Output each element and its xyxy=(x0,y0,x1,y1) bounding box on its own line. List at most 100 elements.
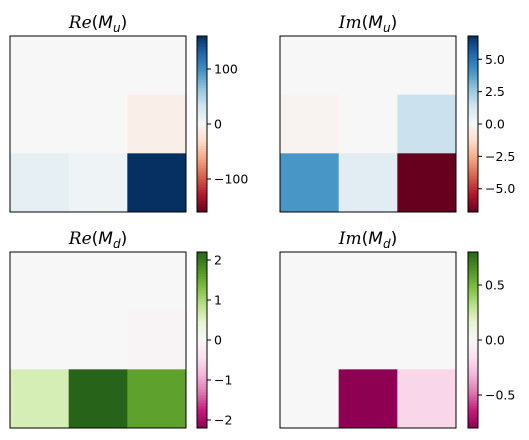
re-md-title-sub: d xyxy=(113,237,121,251)
re-mu-colorbar-segment xyxy=(197,102,207,106)
re-mu-colorbar-segment xyxy=(197,71,207,75)
im-md-colorbar-segment xyxy=(468,422,478,426)
im-mu-cell-r0-c1 xyxy=(338,36,398,96)
re-mu-colorbar-segment xyxy=(197,36,207,40)
re-md-colorbar-segment xyxy=(197,348,207,352)
im-mu-colorbar-segment xyxy=(468,55,478,59)
re-mu-colorbar-segment xyxy=(197,47,207,51)
im-mu-colorbar-segment xyxy=(468,198,478,202)
im-md-colorbar-segment xyxy=(468,417,478,421)
im-md-colorbar-segment xyxy=(468,345,478,349)
im-mu-colorbar-tick-label: 2.5 xyxy=(485,84,505,99)
im-mu-colorbar-segment xyxy=(468,148,478,152)
re-mu-colorbar-segment xyxy=(197,176,207,180)
im-md-cell-r2-c2 xyxy=(397,369,457,429)
im-md-colorbar-segment xyxy=(468,257,478,261)
im-md-cell-r1-c0 xyxy=(280,310,340,370)
re-md-colorbar-segment xyxy=(197,397,207,401)
re-md-colorbar-segment xyxy=(197,257,207,261)
im-mu-colorbar-segment xyxy=(468,179,478,183)
im-md-colorbar-segment xyxy=(468,362,478,366)
im-mu-colorbar-segment xyxy=(468,162,478,166)
re-mu-colorbar-segment xyxy=(197,121,207,125)
re-mu-colorbar-tick-label: 0 xyxy=(214,117,222,132)
im-mu-colorbar-tick-label: 0.0 xyxy=(485,117,505,132)
re-md-colorbar-segment xyxy=(197,384,207,388)
im-mu-colorbar-segment xyxy=(468,104,478,108)
re-md-colorbar-segment xyxy=(197,406,207,410)
im-md-cell-r1-c1 xyxy=(338,310,398,370)
re-md-colorbar-tick-label: −1 xyxy=(214,373,232,388)
im-mu-colorbar-segment xyxy=(468,93,478,97)
re-mu-colorbar-segment xyxy=(197,143,207,147)
re-mu-colorbar-tick-label: −100 xyxy=(214,172,248,187)
re-md-colorbar-segment xyxy=(197,271,207,275)
re-mu-cell-r0-c2 xyxy=(127,36,187,96)
re-mu-colorbar-segment xyxy=(197,179,207,183)
im-md-title: Im(Md) xyxy=(338,229,397,251)
re-md-colorbar-segment xyxy=(197,362,207,366)
re-mu-colorbar-segment xyxy=(197,60,207,64)
im-md-colorbar-segment xyxy=(468,331,478,335)
im-md-colorbar-segment xyxy=(468,386,478,390)
im-mu-colorbar-segment xyxy=(468,85,478,89)
im-md-cell-r0-c0 xyxy=(280,252,340,312)
im-mu-colorbar-segment xyxy=(468,132,478,136)
re-mu-colorbar-segment xyxy=(197,187,207,191)
im-md-colorbar-segment xyxy=(468,340,478,344)
im-md-colorbar-segment xyxy=(468,274,478,278)
re-mu-colorbar-segment xyxy=(197,80,207,84)
im-mu-colorbar-segment xyxy=(468,118,478,122)
im-mu-colorbar-segment xyxy=(468,168,478,172)
im-md-colorbar-tick-label: 0.5 xyxy=(485,278,505,293)
im-mu-colorbar-segment xyxy=(468,143,478,147)
im-mu-colorbar-tick-label: −2.5 xyxy=(485,149,515,164)
im-mu-colorbar-segment xyxy=(468,41,478,45)
im-mu-colorbar-segment xyxy=(468,66,478,70)
re-md-cell-r1-c2 xyxy=(127,310,187,370)
re-md-colorbar-segment xyxy=(197,290,207,294)
re-mu-colorbar-segment xyxy=(197,44,207,48)
im-md-colorbar-segment xyxy=(468,381,478,385)
re-mu-colorbar-segment xyxy=(197,184,207,188)
im-mu-colorbar-segment xyxy=(468,126,478,130)
re-mu-colorbar-segment xyxy=(197,192,207,196)
re-mu-panel: Re(Mu) 100 0 −100 xyxy=(9,13,248,213)
im-md-colorbar-segment xyxy=(468,260,478,264)
im-md-colorbar-segment xyxy=(468,309,478,313)
im-md-colorbar-segment xyxy=(468,392,478,396)
im-md-colorbar-segment xyxy=(468,315,478,319)
re-md-cell-r2-c0 xyxy=(10,369,70,429)
im-mu-colorbar-segment xyxy=(468,187,478,191)
im-md-colorbar-segment xyxy=(468,282,478,286)
re-md-colorbar-segment xyxy=(197,320,207,324)
re-md-colorbar-segment xyxy=(197,408,207,412)
re-md-colorbar-segment xyxy=(197,345,207,349)
re-mu-colorbar-segment xyxy=(197,69,207,73)
re-md-colorbar-segment xyxy=(197,373,207,377)
re-md-colorbar-segment xyxy=(197,252,207,256)
im-md-colorbar-segment xyxy=(468,276,478,280)
re-md-colorbar-segment xyxy=(197,417,207,421)
re-mu-colorbar-segment xyxy=(197,135,207,139)
im-md-colorbar-segment xyxy=(468,351,478,355)
im-md-title-sub: d xyxy=(383,237,391,251)
re-mu-cell-r2-c2 xyxy=(127,153,187,213)
im-md-colorbar-segment xyxy=(468,279,478,283)
re-md-cell-r2-c2 xyxy=(127,369,187,429)
re-md-colorbar-segment xyxy=(197,353,207,357)
im-md-panel: Im(Md) 0.5 0.0 −0.5 xyxy=(279,229,515,429)
re-mu-colorbar-segment xyxy=(197,195,207,199)
im-md-colorbar-segment xyxy=(468,318,478,322)
re-md-colorbar-segment xyxy=(197,351,207,355)
re-mu-colorbar-segment xyxy=(197,173,207,177)
re-md-colorbar-segment xyxy=(197,282,207,286)
re-mu-cell-r2-c1 xyxy=(68,153,128,213)
im-mu-colorbar-segment xyxy=(468,102,478,106)
im-md-colorbar-segment xyxy=(468,414,478,418)
re-md-colorbar-segment xyxy=(197,359,207,363)
re-md-colorbar-segment xyxy=(197,334,207,338)
im-mu-colorbar-segment xyxy=(468,110,478,114)
re-md-colorbar-segment xyxy=(197,263,207,267)
im-mu-colorbar-segment xyxy=(468,140,478,144)
